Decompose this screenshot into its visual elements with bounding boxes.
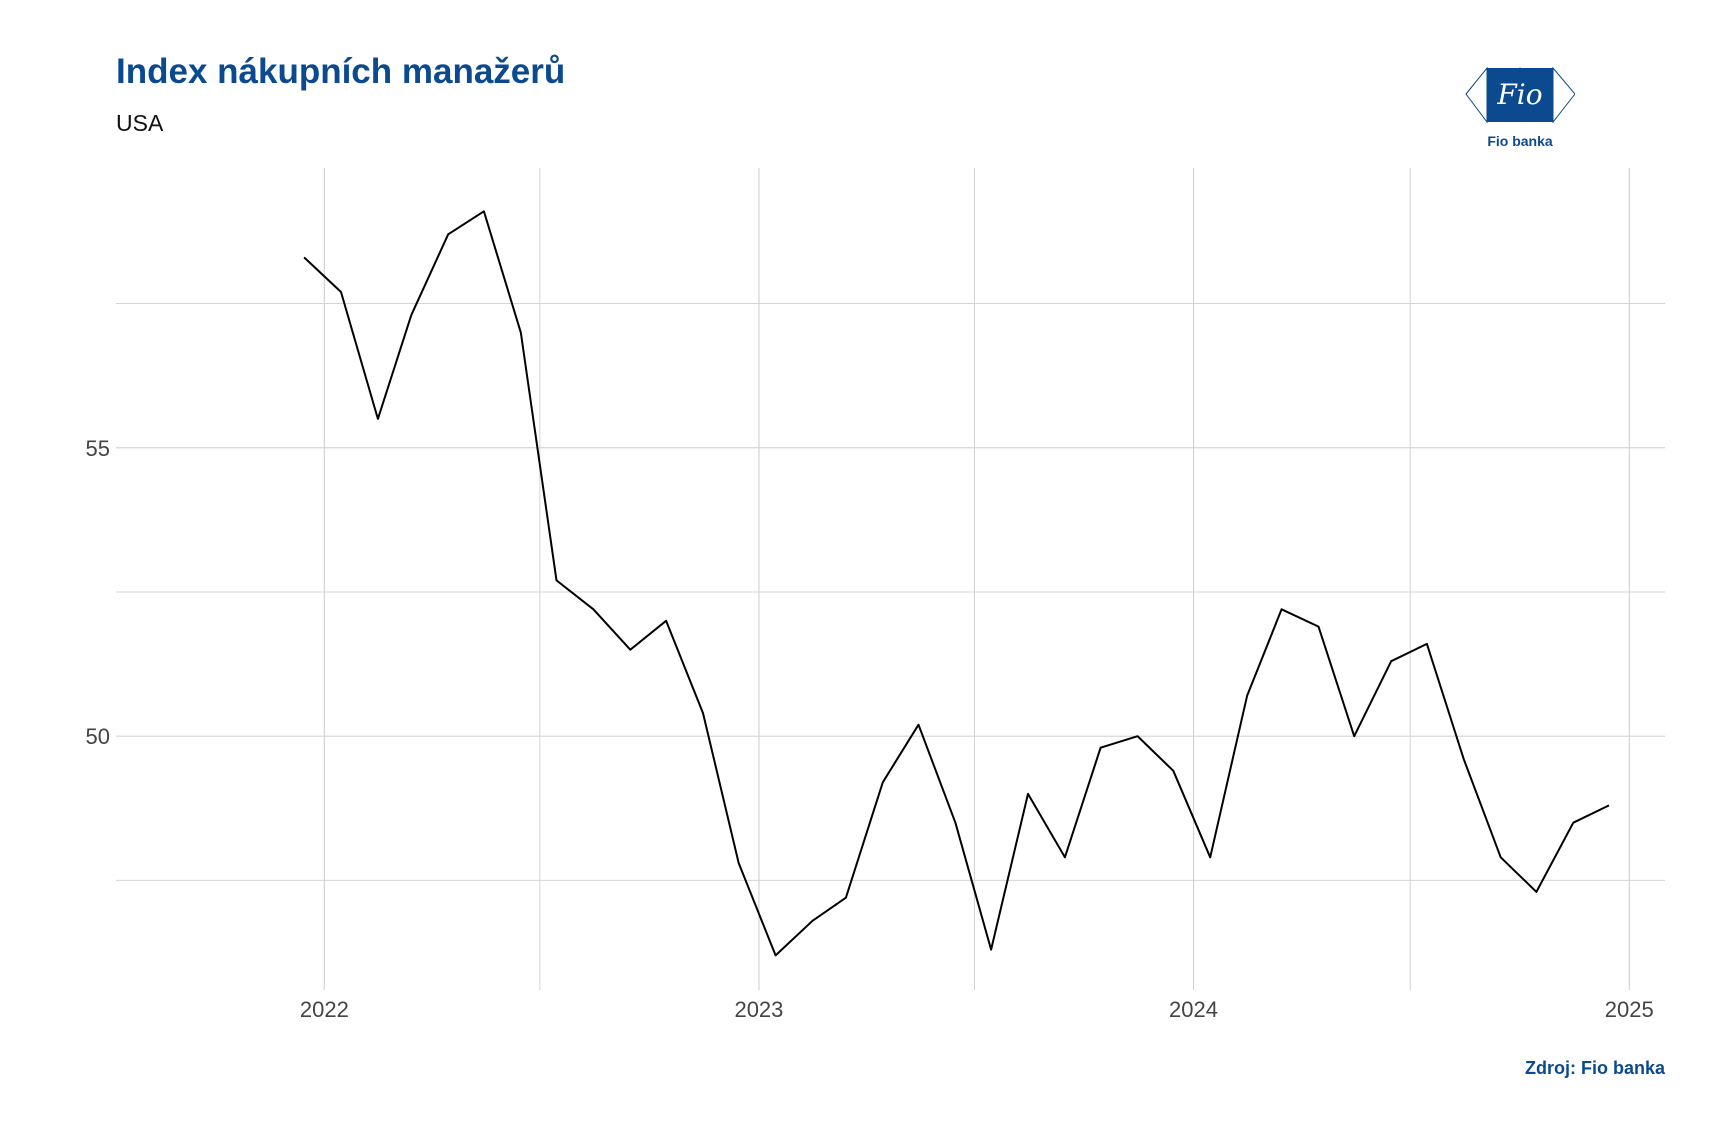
chart-subtitle: USA: [116, 110, 164, 136]
x-tick-label: 2025: [1605, 997, 1654, 1022]
series-line: [303, 210, 1610, 957]
x-tick-label: 2022: [300, 997, 349, 1022]
source-note: Zdroj: Fio banka: [1524, 1058, 1665, 1078]
x-tick-label: 2024: [1169, 997, 1218, 1022]
fio-banka-logo: Fio Fio banka: [1465, 66, 1575, 149]
y-tick-label: 50: [86, 724, 110, 749]
logo-brand-text: Fio: [1496, 78, 1542, 111]
chart-title: Index nákupních manažerů: [116, 52, 566, 91]
x-tick-label: 2023: [734, 997, 783, 1022]
logo-caption: Fio banka: [1487, 133, 1553, 149]
y-tick-label: 55: [86, 436, 110, 461]
